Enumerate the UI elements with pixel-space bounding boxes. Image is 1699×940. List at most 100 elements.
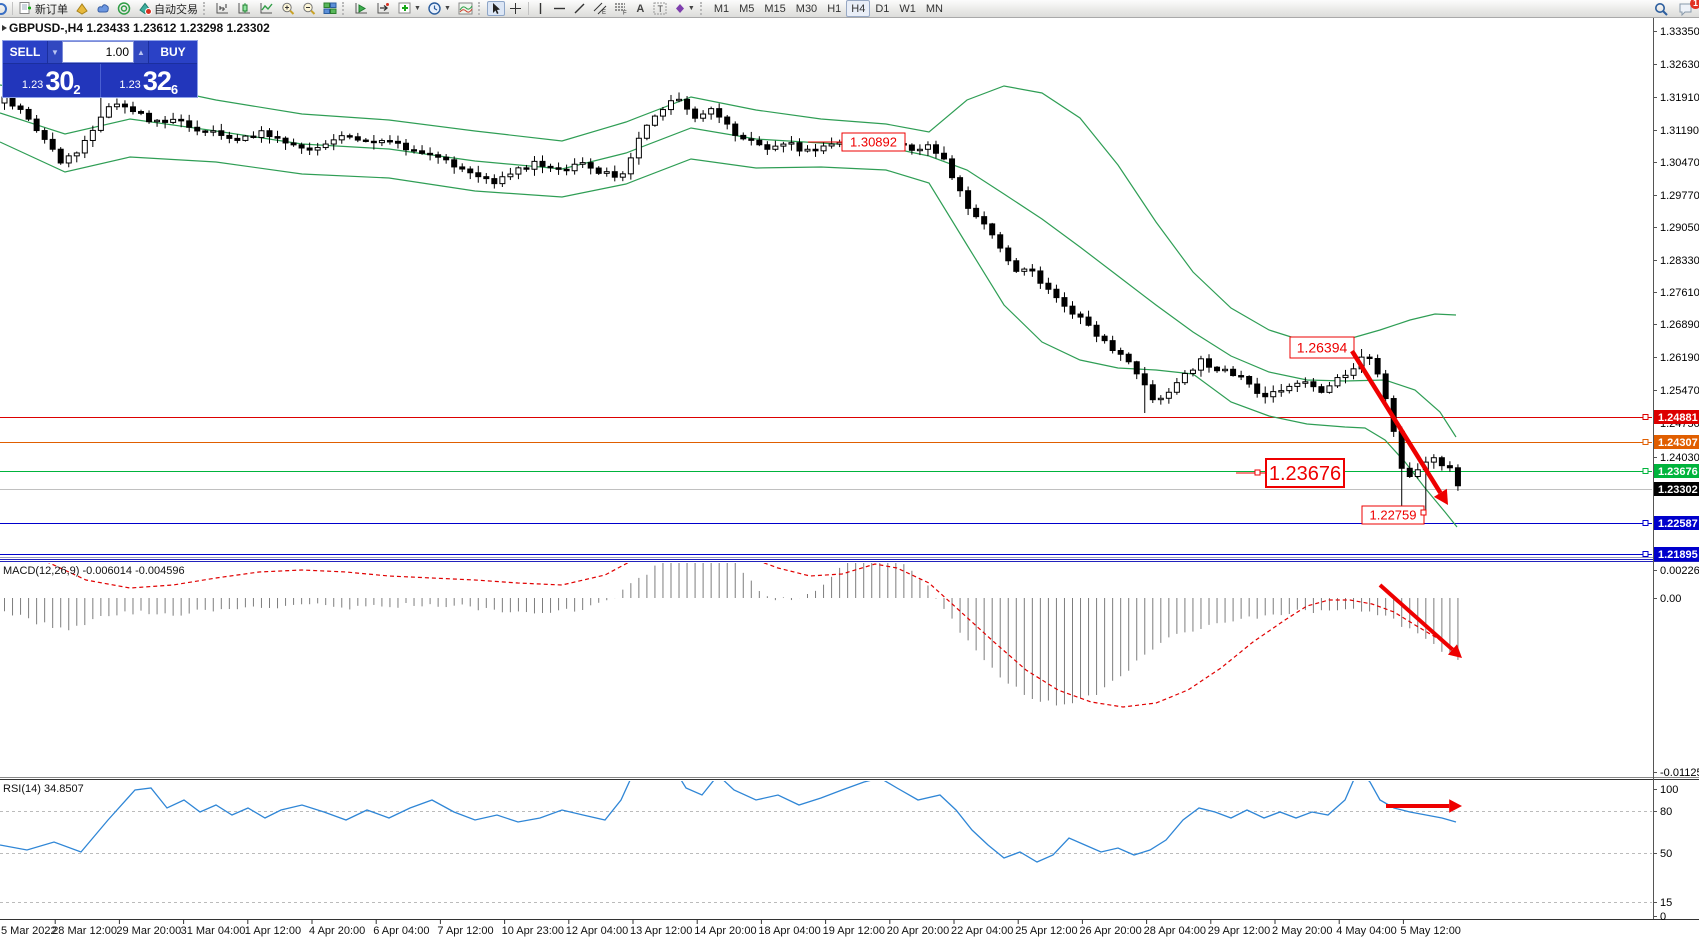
price-tag: [1654, 482, 1699, 496]
vertical-line-button[interactable]: [532, 1, 549, 16]
time-label: 12 Apr 04:00: [566, 925, 628, 937]
rsi-tick: 80: [1660, 806, 1672, 818]
tile-windows-button[interactable]: [320, 1, 340, 16]
bar-chart-button[interactable]: [212, 1, 233, 16]
price-tick: 1.27610: [1660, 287, 1699, 299]
buy-price[interactable]: 1.23 32 6: [100, 64, 197, 97]
crosshair-icon: [509, 3, 521, 14]
timeframe-m15[interactable]: M15: [764, 2, 786, 15]
svg-text:T: T: [657, 4, 663, 14]
rsi-tick: 100: [1660, 784, 1678, 796]
bollinger-middle: [0, 112, 1457, 438]
macd-pane: [4, 563, 1462, 708]
price-tag: [1654, 435, 1699, 449]
autotrade-label: 自动交易: [154, 3, 198, 16]
time-label: 1 Apr 12:00: [245, 925, 301, 937]
chart-window-icon[interactable]: [0, 2, 9, 15]
text-label-icon: T: [653, 2, 667, 15]
timeframe-m1[interactable]: M1: [713, 2, 730, 15]
timeframe-bar: M1 M5 M15 M30 H1 H4 D1 W1 MN: [709, 0, 948, 17]
annotation-text: 1.26394: [1297, 340, 1348, 356]
sell-price[interactable]: 1.23 30 2: [3, 64, 101, 97]
autotrade-button[interactable]: 自动交易: [135, 1, 201, 16]
price-tick: 1.33350: [1660, 26, 1699, 38]
zoom-in-button[interactable]: [278, 1, 298, 16]
buy-button[interactable]: BUY: [148, 41, 197, 63]
timeframe-mn[interactable]: MN: [925, 2, 943, 15]
price-tick: 1.31910: [1660, 92, 1699, 104]
new-order-button[interactable]: 新订单: [16, 1, 71, 16]
sell-button[interactable]: SELL: [3, 41, 48, 63]
text-button[interactable]: A: [632, 1, 649, 16]
templates-button[interactable]: [455, 1, 476, 16]
level-handle: [1642, 551, 1649, 557]
arrows-button[interactable]: ▼: [671, 1, 698, 16]
timeframe-m5[interactable]: M5: [739, 2, 755, 15]
indicators-button[interactable]: ▼: [395, 1, 424, 16]
search-button[interactable]: [1651, 1, 1671, 16]
zoom-out-button[interactable]: [299, 1, 319, 16]
volume-decrease-button[interactable]: ▼: [48, 41, 62, 63]
cursor-icon: [492, 3, 500, 14]
main-chart-pane: 1.30892 1.26394 1.23676 1.22759: [0, 81, 1652, 555]
trendline-icon: [574, 3, 585, 14]
macd-tick: 0.00: [1660, 593, 1681, 605]
profile-button[interactable]: [72, 1, 92, 16]
indicators-icon: [398, 2, 411, 14]
macd-tick: 0.00226: [1660, 565, 1699, 577]
buy-price-point: 6: [170, 82, 179, 97]
timeframe-d1[interactable]: D1: [875, 2, 890, 15]
chart-shift-button[interactable]: [373, 1, 394, 16]
chart-collapse-icon[interactable]: [2, 25, 7, 31]
text-icon: A: [636, 2, 645, 15]
crosshair-button[interactable]: [506, 1, 525, 16]
price-tag-text: 1.22587: [1658, 518, 1698, 530]
fibonacci-button[interactable]: F: [611, 1, 631, 16]
time-label: 5 May 12:00: [1400, 925, 1461, 937]
channel-button[interactable]: E: [590, 1, 610, 16]
market-watch-button[interactable]: [93, 1, 113, 16]
templates-icon: [458, 2, 473, 15]
sell-price-pips: 30: [45, 66, 74, 96]
channel-icon: E: [593, 2, 607, 15]
chat-button[interactable]: 1: [1675, 0, 1699, 16]
horizontal-line-button[interactable]: [550, 1, 569, 16]
volume-input[interactable]: [62, 41, 134, 63]
candlestick-chart-button[interactable]: [234, 1, 255, 16]
price-tag-text: 1.21895: [1658, 549, 1698, 561]
autotrade-icon: [139, 2, 152, 15]
price-tick: 1.29770: [1660, 190, 1699, 202]
timeframe-h4[interactable]: H4: [846, 0, 871, 17]
periods-button[interactable]: ▼: [425, 1, 454, 16]
price-tick: 1.26890: [1660, 319, 1699, 331]
time-label: 5 Mar 2022: [1, 925, 57, 937]
text-label-button[interactable]: T: [650, 1, 670, 16]
trendline-button[interactable]: [570, 1, 589, 16]
time-label: 19 Apr 12:00: [823, 925, 885, 937]
time-label: 28 Mar 12:00: [52, 925, 117, 937]
timeframe-w1[interactable]: W1: [899, 2, 916, 15]
annotation-box: [841, 132, 906, 152]
signals-button[interactable]: [114, 1, 134, 16]
line-chart-button[interactable]: [256, 1, 277, 16]
buy-price-pips: 32: [142, 66, 172, 96]
price-tick: 1.30470: [1660, 157, 1699, 169]
notification-badge: 1: [1690, 0, 1699, 9]
auto-scroll-button[interactable]: [351, 1, 372, 16]
time-label: 2 May 20:00: [1272, 925, 1333, 937]
price-tag-text: 1.23302: [1658, 484, 1698, 496]
profile-icon: [76, 3, 88, 15]
cursor-button[interactable]: [486, 1, 505, 16]
price-tag: [1654, 516, 1699, 530]
horizontal-line-icon: [553, 7, 565, 10]
volume-increase-button[interactable]: ▲: [134, 41, 148, 63]
annotation-text: 1.30892: [850, 135, 897, 150]
timeframe-h1[interactable]: H1: [827, 2, 842, 15]
buy-price-prefix: 1.23: [119, 79, 141, 91]
macd-signal-line: [48, 563, 1457, 708]
level-handle: [1642, 414, 1649, 420]
timeframe-m30[interactable]: M30: [795, 2, 818, 15]
